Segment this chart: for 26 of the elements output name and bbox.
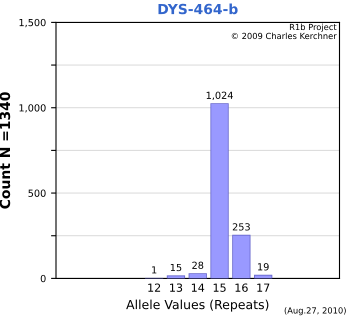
data-label: 253 bbox=[232, 223, 250, 231]
text: (Aug.27, 2010) bbox=[284, 307, 346, 316]
x-tick-label: 13 bbox=[170, 283, 182, 292]
x-tick-label: 15 bbox=[214, 284, 226, 292]
y-tick-label: 1,000 bbox=[20, 104, 46, 113]
bar bbox=[254, 274, 272, 278]
x-tick-label: 16 bbox=[236, 283, 248, 292]
y-tick-label: 0 bbox=[40, 274, 46, 282]
x-tick-label: 17 bbox=[257, 284, 270, 292]
y-axis-title: Count N =1340 bbox=[0, 92, 10, 209]
x-tick-label: 12 bbox=[148, 283, 160, 292]
data-label: 1,024 bbox=[206, 92, 233, 100]
x-tick-label: 14 bbox=[192, 284, 204, 292]
data-label: 19 bbox=[258, 263, 269, 270]
data-label: 1 bbox=[152, 266, 156, 274]
annotation: R1b Project bbox=[290, 24, 336, 32]
bar bbox=[188, 273, 207, 278]
bar bbox=[210, 103, 229, 278]
annotation: © 2009 Charles Kerchner bbox=[232, 32, 337, 40]
chart-title: DYS-464-b bbox=[158, 4, 238, 14]
bar bbox=[232, 234, 251, 278]
x-axis-title: Allele Values (Repeats) bbox=[126, 300, 268, 312]
data-label: 28 bbox=[192, 262, 204, 269]
y-tick-label: 1,500 bbox=[20, 18, 46, 28]
data-label: 15 bbox=[170, 264, 182, 272]
y-tick-label: 500 bbox=[28, 190, 46, 197]
